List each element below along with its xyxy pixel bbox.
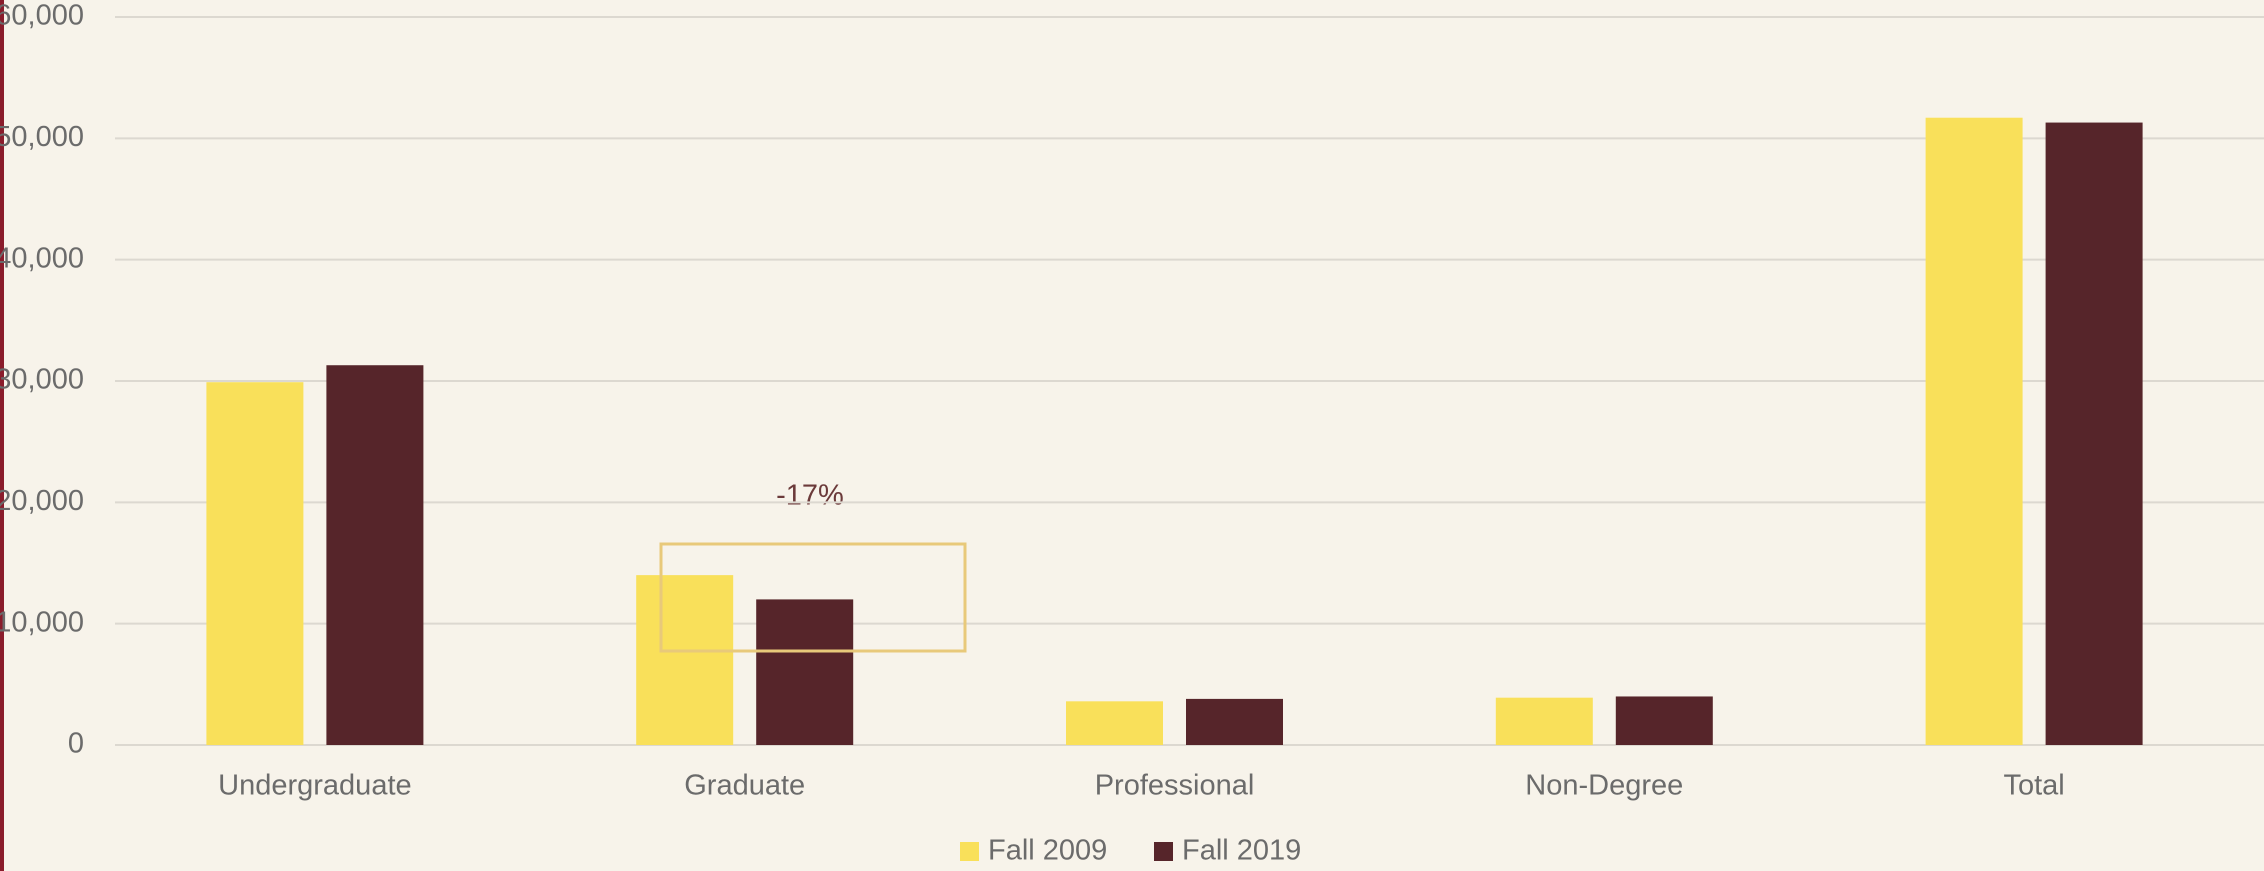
bar: [636, 575, 734, 745]
annotation-box: [659, 542, 967, 653]
legend-label: Fall 2009: [988, 835, 1107, 867]
x-tick-label: Total: [2003, 770, 2064, 802]
bar: [1495, 697, 1593, 745]
legend-label: Fall 2019: [1182, 835, 1301, 867]
y-tick-label: 40,000: [0, 242, 84, 274]
bar: [326, 365, 424, 745]
x-tick-label: Professional: [1095, 770, 1255, 802]
bar: [1066, 701, 1163, 745]
left-border: [0, 0, 4, 871]
y-tick-label: 0: [68, 728, 84, 760]
bar: [1615, 696, 1713, 745]
legend-swatch: [960, 842, 979, 861]
x-tick-label: Undergraduate: [218, 770, 411, 802]
y-tick-label: 10,000: [0, 606, 84, 638]
bar: [1925, 117, 2023, 745]
y-tick-label: 50,000: [0, 121, 84, 153]
bar: [1186, 698, 1283, 745]
bar: [206, 382, 304, 745]
bar: [2045, 122, 2143, 745]
legend-swatch: [1154, 842, 1173, 861]
x-tick-label: Graduate: [684, 770, 805, 802]
bar: [756, 599, 854, 745]
annotation: -17%: [776, 480, 844, 512]
y-tick-label: 30,000: [0, 364, 84, 396]
x-tick-label: Non-Degree: [1525, 770, 1683, 802]
y-tick-label: 60,000: [0, 0, 84, 32]
y-tick-label: 20,000: [0, 485, 84, 517]
